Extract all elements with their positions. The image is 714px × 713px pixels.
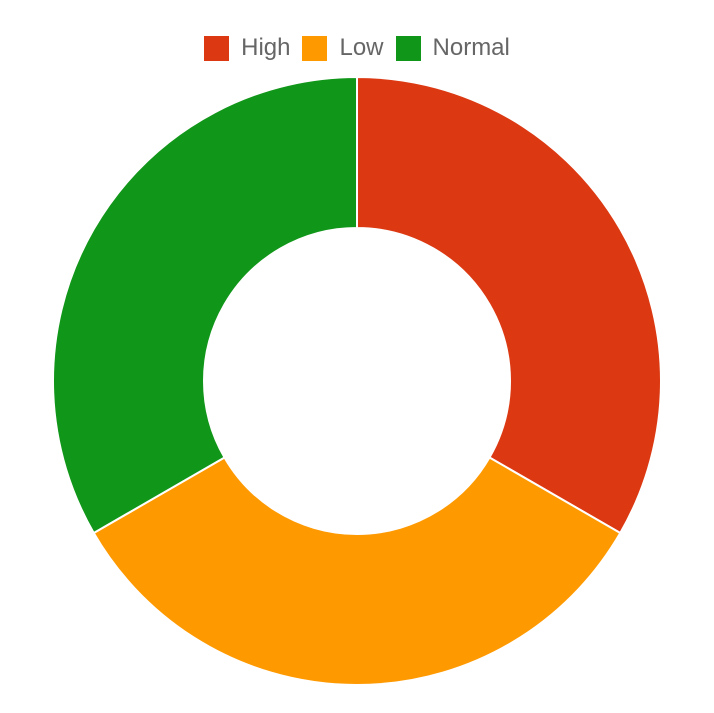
slice-high[interactable] xyxy=(356,75,662,535)
legend-label-normal: Normal xyxy=(432,34,510,61)
legend-swatch-low xyxy=(302,35,328,61)
chart-legend: High Low Normal xyxy=(0,34,714,62)
legend-label-low: Low xyxy=(339,34,384,61)
doughnut-slices xyxy=(52,75,662,686)
slice-normal[interactable] xyxy=(52,75,358,535)
slice-low[interactable] xyxy=(92,456,622,686)
legend-swatch-normal xyxy=(395,35,421,61)
legend-item-normal[interactable]: Normal xyxy=(395,34,510,62)
legend-swatch-high xyxy=(204,35,230,61)
legend-item-high[interactable]: High xyxy=(204,34,290,62)
legend-label-high: High xyxy=(241,34,291,61)
legend-item-low[interactable]: Low xyxy=(302,34,384,62)
